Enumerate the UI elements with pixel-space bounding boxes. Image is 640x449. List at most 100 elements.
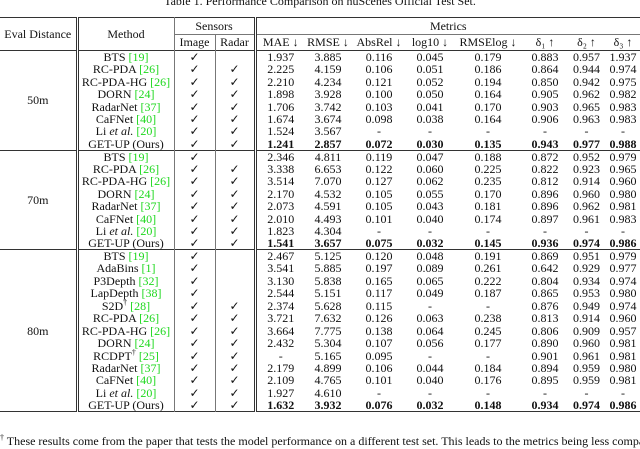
table-header: Eval Distance Method Sensors Metrics Ima…: [0, 17, 640, 51]
method-cell: S2D† [28]: [77, 298, 175, 313]
method-cell: AdaBins [1]: [77, 261, 175, 276]
citation-link[interactable]: [26]: [139, 161, 160, 176]
metric-value: 0.127: [365, 174, 393, 189]
metric-value: 2.346: [267, 149, 295, 164]
radar-sensor-cell: [215, 274, 257, 288]
metric-value: 0.105: [365, 199, 393, 214]
citation-link[interactable]: [20]: [136, 124, 157, 139]
citation-link[interactable]: [38]: [141, 286, 162, 301]
method-cell: RadarNet [37]: [77, 199, 175, 214]
method-cell: GET-UP (Ours): [77, 137, 175, 151]
image-sensor-cell: ✓: [174, 212, 216, 225]
radar-sensor-cell: ✓: [215, 312, 257, 325]
metric-value: 0.103: [365, 99, 393, 114]
citation-link[interactable]: [26]: [139, 311, 160, 326]
metric-value: -: [428, 124, 432, 139]
table-row: P3Depth [32] ✓ 3.130 5.838 0.165 0.065 0.222 0.…: [0, 273, 640, 288]
image-sensor-cell: ✓: [174, 137, 216, 151]
citation-link[interactable]: [1]: [141, 261, 156, 276]
citation-link[interactable]: [20]: [136, 224, 157, 239]
check-icon: ✓: [189, 286, 200, 301]
citation-link[interactable]: [37]: [140, 199, 161, 214]
check-icon: ✓: [189, 99, 200, 114]
metric-value: 4.811: [314, 149, 342, 164]
metric-value: 0.813: [531, 311, 559, 326]
metric-value: -: [584, 224, 589, 239]
citation-link[interactable]: [19]: [128, 249, 149, 264]
metric-value: 0.075: [365, 236, 393, 251]
citation-link[interactable]: [24]: [134, 186, 155, 201]
citation-link[interactable]: [26]: [150, 323, 171, 338]
metric-value: 0.101: [365, 211, 393, 226]
image-sensor-cell: ✓: [174, 199, 216, 214]
metric-value: 0.062: [416, 174, 444, 189]
radar-sensor-cell: ✓: [215, 137, 257, 151]
table-caption: Table 1. Performance Comparison on nuSce…: [164, 0, 476, 8]
metric-value: 0.963: [573, 111, 600, 126]
metric-value: -: [486, 298, 490, 313]
method-name: RC-PDA: [92, 311, 137, 326]
method-cell: RCDPT† [25]: [77, 348, 175, 363]
header-metrics: Metrics: [255, 17, 640, 35]
metric-value: 5.125: [314, 249, 342, 264]
metric-value: 0.105: [365, 186, 393, 201]
metric-value: 2.179: [267, 360, 295, 375]
citation-link[interactable]: [40]: [136, 373, 157, 388]
metric-value: -: [621, 124, 626, 139]
check-icon: ✓: [189, 273, 200, 288]
method-name: DORN: [97, 87, 132, 102]
check-icon: ✓: [189, 199, 200, 214]
metric-value: 0.952: [573, 149, 600, 164]
citation-link[interactable]: [26]: [150, 74, 171, 89]
table-row: RadarNet [37] ✓ ✓ 2.179 4.899 0.106 0.044 0.184…: [0, 360, 640, 375]
citation-link[interactable]: [28]: [130, 298, 151, 313]
method-cell: P3Depth [32]: [77, 273, 175, 288]
metric-value: 0.106: [365, 62, 393, 77]
metric-value: 2.857: [314, 136, 342, 151]
check-icon: ✓: [189, 149, 200, 164]
metric-value: 0.957: [573, 50, 600, 64]
table-row: DORN [24] ✓ ✓ 1.898 3.928 0.100 0.050 0.164 0.90…: [0, 87, 640, 102]
method-name: CaFNet: [95, 111, 134, 126]
metric-value: 0.986: [609, 398, 637, 413]
citation-link[interactable]: [19]: [128, 50, 149, 64]
metric-value: 0.117: [365, 286, 393, 301]
check-icon: ✓: [229, 74, 240, 89]
metric-value: 0.126: [365, 311, 393, 326]
metric-value: -: [543, 224, 547, 239]
citation-link[interactable]: [37]: [140, 99, 161, 114]
eval-distance-cell: 50m: [0, 50, 79, 151]
citation-link[interactable]: [24]: [134, 336, 155, 351]
header-metric: δ₂ ↑: [577, 35, 596, 50]
method-cell: RadarNet [37]: [77, 360, 175, 375]
citation-link[interactable]: [26]: [139, 62, 160, 77]
metric-value: 0.098: [365, 111, 393, 126]
check-icon: ✓: [189, 224, 200, 239]
metric-value: 2.010: [267, 211, 295, 226]
citation-link[interactable]: [40]: [136, 111, 157, 126]
metric-value: 0.164: [474, 111, 502, 126]
citation-link[interactable]: [26]: [150, 174, 171, 189]
citation-link[interactable]: [25]: [138, 348, 159, 363]
metric-value: 1.632: [267, 398, 295, 413]
check-icon: ✓: [229, 398, 240, 413]
footnote: † These results come from the paper that…: [0, 434, 640, 449]
citation-link[interactable]: [24]: [134, 87, 155, 102]
citation-link[interactable]: [20]: [136, 385, 157, 400]
table-row: RC-PDA-HG [26] ✓ ✓ 3.514 7.070 0.127 0.062 0.23…: [0, 174, 640, 189]
citation-link[interactable]: [32]: [138, 273, 159, 288]
metric-value: 0.197: [365, 261, 393, 276]
metric-value: 0.962: [573, 87, 600, 102]
check-icon: ✓: [189, 186, 200, 201]
table-row: RC-PDA [26] ✓ ✓ 3.721 7.632 0.126 0.063 0.238 0.…: [0, 311, 640, 326]
table-row: Li et al. [20] ✓ ✓ 1.927 4.610 - - - - - -: [0, 385, 640, 400]
metric-value: 4.765: [314, 373, 342, 388]
metric-value: 0.101: [365, 373, 393, 388]
citation-link[interactable]: [19]: [128, 149, 149, 164]
metric-value: 1.937: [609, 50, 637, 64]
citation-link[interactable]: [40]: [136, 211, 157, 226]
citation-link[interactable]: [37]: [140, 360, 161, 375]
section-70m: 70m BTS [19] ✓ 2.346 4.811 0.119 0.047 0.188 0.8…: [0, 150, 640, 250]
metric-value: -: [377, 385, 381, 400]
check-icon: ✓: [189, 124, 200, 139]
